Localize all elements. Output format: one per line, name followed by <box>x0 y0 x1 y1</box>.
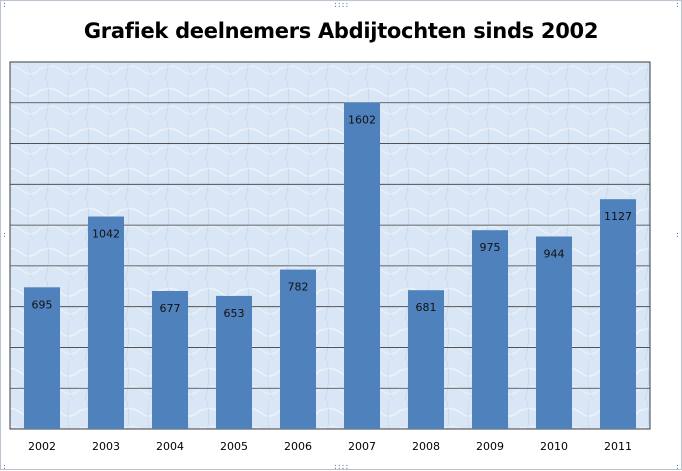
data-label-2005: 653 <box>224 307 245 320</box>
data-label-2004: 677 <box>160 302 181 315</box>
x-tick-label-2005: 2005 <box>220 440 248 453</box>
resize-handle-right[interactable]: : <box>675 230 680 239</box>
data-label-2009: 975 <box>480 241 501 254</box>
bar-2005[interactable] <box>216 295 252 429</box>
bar-2011[interactable] <box>600 199 636 429</box>
x-tick-label-2011: 2011 <box>604 440 632 453</box>
x-tick-label-2004: 2004 <box>156 440 184 453</box>
data-label-2010: 944 <box>544 248 565 261</box>
x-tick-label-2010: 2010 <box>540 440 568 453</box>
data-label-2003: 1042 <box>92 228 120 241</box>
x-tick-label-2009: 2009 <box>476 440 504 453</box>
x-tick-label-2007: 2007 <box>348 440 376 453</box>
resize-handle-top-right[interactable]: : <box>675 0 680 9</box>
bar-2009[interactable] <box>472 230 508 429</box>
data-label-2008: 681 <box>416 301 437 314</box>
bar-2007[interactable] <box>344 102 380 430</box>
resize-handle-left[interactable]: : <box>2 230 7 239</box>
x-tick-label-2002: 2002 <box>28 440 56 453</box>
x-tick-label-2006: 2006 <box>284 440 312 453</box>
x-tick-label-2003: 2003 <box>92 440 120 453</box>
chart-title: Grafiek deelnemers Abdijtochten sinds 20… <box>83 19 599 43</box>
resize-handle-bottom[interactable]: :::: <box>333 462 349 471</box>
bar-2006[interactable] <box>280 269 316 429</box>
bar-2010[interactable] <box>536 236 572 430</box>
x-tick-label-2008: 2008 <box>412 440 440 453</box>
resize-handle-top-left[interactable]: : <box>2 0 7 9</box>
resize-handle-bottom-right[interactable]: : <box>675 462 680 471</box>
bar-2002[interactable] <box>24 287 60 429</box>
bar-2003[interactable] <box>88 216 124 430</box>
resize-handle-bottom-left[interactable]: : <box>2 462 7 471</box>
resize-handle-top[interactable]: :::: <box>333 0 349 9</box>
data-label-2006: 782 <box>288 281 309 294</box>
data-label-2002: 695 <box>32 298 53 311</box>
bar-2004[interactable] <box>152 291 188 429</box>
data-label-2007: 1602 <box>348 113 376 126</box>
data-label-2011: 1127 <box>604 210 632 223</box>
bar-2008[interactable] <box>408 290 444 429</box>
